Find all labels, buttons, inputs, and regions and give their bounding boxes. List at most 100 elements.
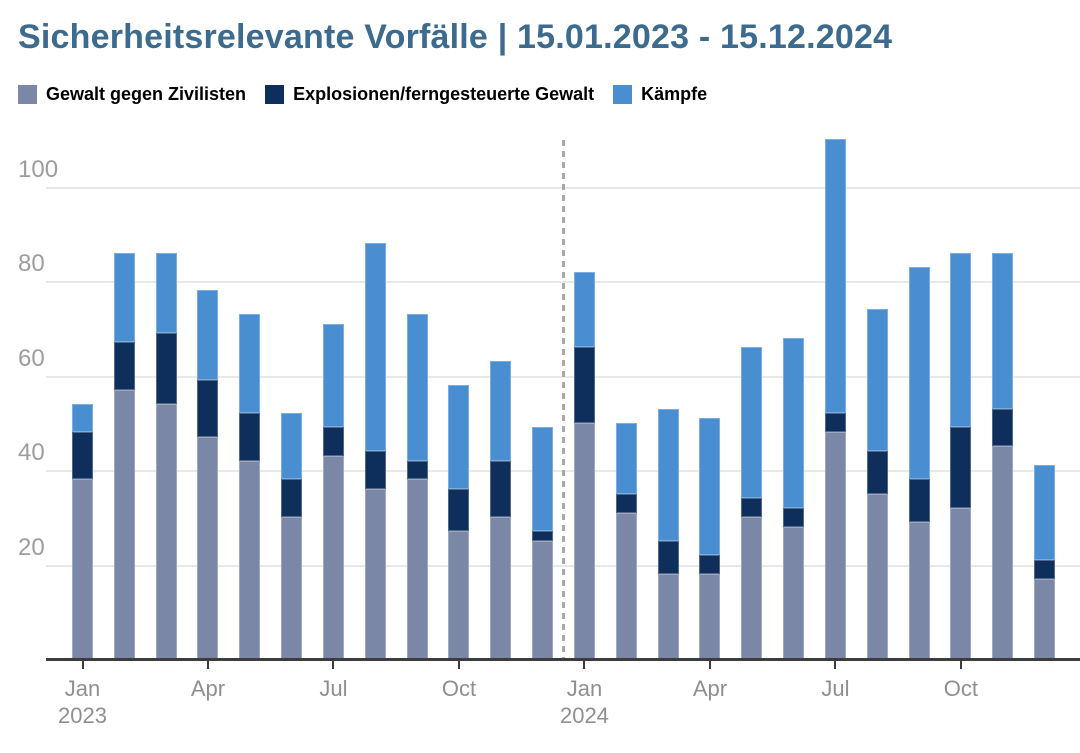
bar-2024-09[interactable] bbox=[908, 266, 930, 659]
bar-2024-07[interactable] bbox=[824, 139, 846, 659]
bar-segment-2023-04-s2[interactable] bbox=[197, 290, 219, 381]
bar-segment-2024-06-s0[interactable] bbox=[783, 526, 805, 659]
bar-2024-01[interactable] bbox=[573, 271, 595, 659]
bar-segment-2024-04-s2[interactable] bbox=[699, 418, 721, 556]
bar-segment-2023-09-s1[interactable] bbox=[406, 460, 428, 480]
bar-segment-2023-08-s1[interactable] bbox=[364, 451, 386, 489]
bar-segment-2023-07-s2[interactable] bbox=[322, 323, 344, 428]
bar-segment-2024-08-s0[interactable] bbox=[866, 493, 888, 659]
bar-2023-04[interactable] bbox=[197, 290, 219, 659]
bar-segment-2024-01-s2[interactable] bbox=[573, 271, 595, 348]
bar-segment-2023-02-s0[interactable] bbox=[113, 389, 135, 659]
legend-item-civilians: Gewalt gegen Zivilisten bbox=[18, 84, 246, 105]
bar-segment-2023-06-s2[interactable] bbox=[281, 413, 303, 480]
bar-segment-2024-08-s1[interactable] bbox=[866, 451, 888, 494]
bar-segment-2023-11-s2[interactable] bbox=[490, 361, 512, 461]
bar-segment-2023-10-s2[interactable] bbox=[448, 384, 470, 489]
bar-segment-2023-11-s1[interactable] bbox=[490, 460, 512, 518]
bar-segment-2024-02-s0[interactable] bbox=[615, 512, 637, 659]
bar-segment-2024-07-s0[interactable] bbox=[824, 432, 846, 659]
bar-2024-02[interactable] bbox=[615, 422, 637, 659]
bar-segment-2023-09-s2[interactable] bbox=[406, 314, 428, 461]
bar-segment-2023-05-s0[interactable] bbox=[239, 460, 261, 659]
bar-2024-04[interactable] bbox=[699, 418, 721, 659]
x-axis-label: Oct bbox=[441, 676, 477, 701]
bar-segment-2024-05-s2[interactable] bbox=[741, 347, 763, 499]
bar-segment-2023-09-s0[interactable] bbox=[406, 479, 428, 659]
bar-2024-08[interactable] bbox=[866, 309, 888, 659]
bar-segment-2023-04-s1[interactable] bbox=[197, 380, 219, 437]
bar-segment-2023-04-s0[interactable] bbox=[197, 436, 219, 659]
bar-segment-2023-02-s1[interactable] bbox=[113, 342, 135, 390]
bar-2024-06[interactable] bbox=[783, 337, 805, 659]
bar-segment-2023-07-s1[interactable] bbox=[322, 427, 344, 456]
x-axis-label: Oct bbox=[943, 676, 979, 701]
bar-segment-2024-11-s2[interactable] bbox=[992, 252, 1014, 409]
bar-segment-2024-02-s2[interactable] bbox=[615, 422, 637, 494]
bar-2023-11[interactable] bbox=[490, 361, 512, 659]
bar-2023-03[interactable] bbox=[155, 252, 177, 659]
bar-segment-2023-06-s1[interactable] bbox=[281, 479, 303, 518]
bar-2023-08[interactable] bbox=[364, 243, 386, 659]
bar-segment-2023-05-s2[interactable] bbox=[239, 314, 261, 414]
bar-segment-2023-10-s0[interactable] bbox=[448, 531, 470, 659]
bar-segment-2023-12-s2[interactable] bbox=[532, 427, 554, 532]
bar-2023-01[interactable] bbox=[72, 403, 93, 659]
bar-2023-10[interactable] bbox=[448, 384, 470, 659]
bar-segment-2023-08-s2[interactable] bbox=[364, 243, 386, 452]
bar-segment-2023-08-s0[interactable] bbox=[364, 488, 386, 659]
bar-2024-11[interactable] bbox=[992, 252, 1014, 659]
bar-2023-07[interactable] bbox=[322, 323, 344, 659]
bar-segment-2023-01-s1[interactable] bbox=[72, 432, 93, 480]
bar-segment-2024-03-s1[interactable] bbox=[657, 540, 679, 574]
bar-2023-09[interactable] bbox=[406, 314, 428, 659]
bar-segment-2024-11-s0[interactable] bbox=[992, 446, 1014, 659]
bar-segment-2024-09-s2[interactable] bbox=[908, 266, 930, 480]
bar-segment-2024-02-s1[interactable] bbox=[615, 493, 637, 513]
bar-segment-2024-07-s2[interactable] bbox=[824, 139, 846, 414]
bar-segment-2023-01-s2[interactable] bbox=[72, 403, 93, 433]
bar-segment-2024-06-s1[interactable] bbox=[783, 507, 805, 527]
bar-segment-2024-01-s1[interactable] bbox=[573, 347, 595, 423]
bar-segment-2024-01-s0[interactable] bbox=[573, 422, 595, 659]
bar-segment-2024-09-s1[interactable] bbox=[908, 479, 930, 522]
bar-segment-2024-10-s0[interactable] bbox=[950, 507, 972, 659]
bar-segment-2024-10-s2[interactable] bbox=[950, 252, 972, 428]
bar-segment-2024-12-s2[interactable] bbox=[1034, 465, 1056, 560]
bar-segment-2024-06-s2[interactable] bbox=[783, 337, 805, 508]
bar-segment-2024-08-s2[interactable] bbox=[866, 309, 888, 452]
bar-segment-2024-11-s1[interactable] bbox=[992, 408, 1014, 447]
bar-segment-2023-06-s0[interactable] bbox=[281, 517, 303, 659]
bar-2024-03[interactable] bbox=[657, 408, 679, 659]
bar-segment-2024-12-s0[interactable] bbox=[1034, 578, 1056, 659]
bar-segment-2023-07-s0[interactable] bbox=[322, 455, 344, 659]
bar-segment-2024-09-s0[interactable] bbox=[908, 521, 930, 659]
x-axis-label: Jan bbox=[64, 676, 101, 701]
bar-segment-2024-03-s0[interactable] bbox=[657, 573, 679, 659]
bar-segment-2023-12-s0[interactable] bbox=[532, 540, 554, 659]
bar-2024-10[interactable] bbox=[950, 252, 972, 659]
bar-segment-2023-12-s1[interactable] bbox=[532, 531, 554, 541]
bar-segment-2023-05-s1[interactable] bbox=[239, 413, 261, 461]
bar-segment-2024-04-s1[interactable] bbox=[699, 555, 721, 574]
bar-segment-2024-05-s0[interactable] bbox=[741, 517, 763, 659]
bar-segment-2024-05-s1[interactable] bbox=[741, 498, 763, 518]
bar-2023-05[interactable] bbox=[239, 314, 261, 659]
bar-segment-2023-02-s2[interactable] bbox=[113, 252, 135, 343]
bar-segment-2023-03-s0[interactable] bbox=[155, 403, 177, 659]
bar-2024-05[interactable] bbox=[741, 347, 763, 659]
bar-segment-2023-11-s0[interactable] bbox=[490, 517, 512, 659]
bar-2023-12[interactable] bbox=[532, 427, 554, 659]
bar-segment-2024-12-s1[interactable] bbox=[1034, 559, 1056, 579]
bar-segment-2024-07-s1[interactable] bbox=[824, 413, 846, 433]
bar-2023-06[interactable] bbox=[281, 413, 303, 659]
bar-2024-12[interactable] bbox=[1034, 465, 1056, 659]
bar-segment-2023-01-s0[interactable] bbox=[72, 479, 93, 659]
bar-segment-2023-10-s1[interactable] bbox=[448, 488, 470, 532]
bar-segment-2024-10-s1[interactable] bbox=[950, 427, 972, 508]
bar-2023-02[interactable] bbox=[113, 252, 135, 659]
bar-segment-2024-04-s0[interactable] bbox=[699, 573, 721, 659]
bar-segment-2023-03-s1[interactable] bbox=[155, 332, 177, 404]
bar-segment-2023-03-s2[interactable] bbox=[155, 252, 177, 333]
bar-segment-2024-03-s2[interactable] bbox=[657, 408, 679, 541]
